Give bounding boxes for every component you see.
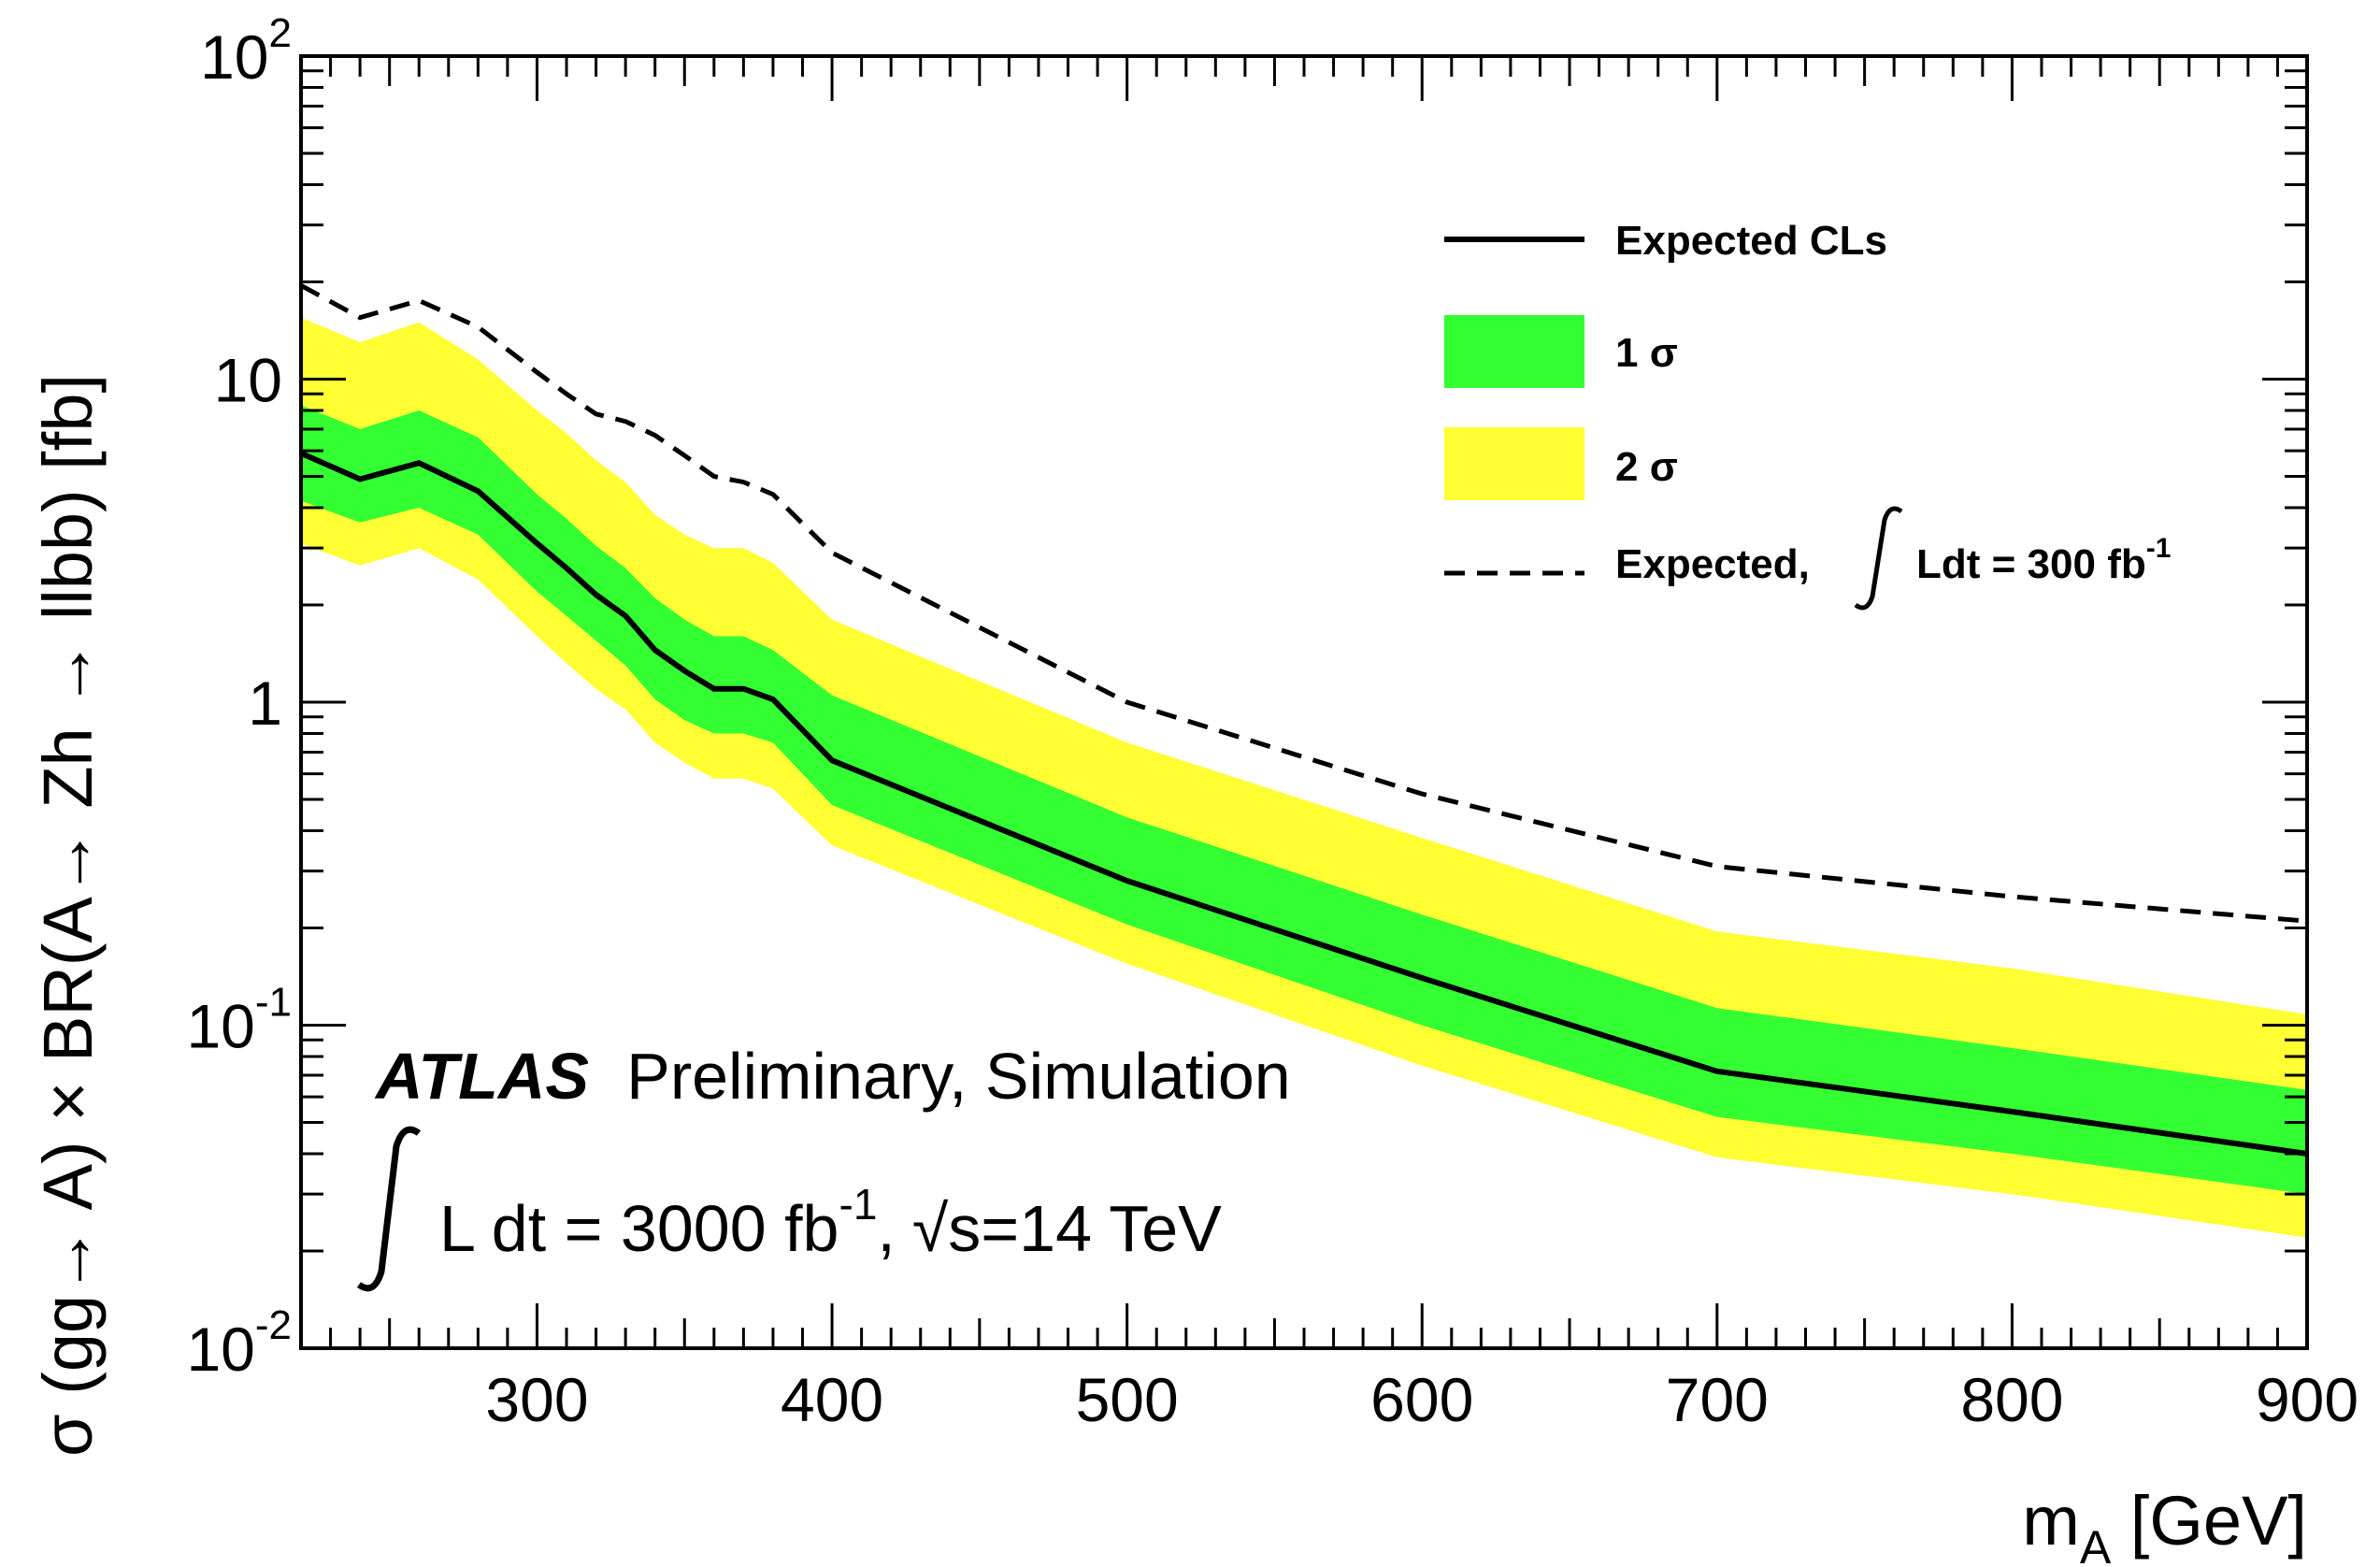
x-tick-label: 400	[781, 1365, 883, 1434]
x-axis-title: mA [GeV]	[2022, 1482, 2307, 1567]
x-axis-title-sub: A	[2080, 1521, 2112, 1567]
y-tick-label: 1	[248, 668, 282, 738]
expected-cls-line	[299, 450, 2308, 1157]
expected-300-line	[299, 283, 2308, 924]
x-tick-label: 700	[1666, 1365, 1769, 1434]
sqrt-icon: √	[912, 1192, 949, 1265]
x-axis-title-unit: [GeV]	[2111, 1482, 2307, 1560]
band-1-sigma	[301, 405, 2307, 1195]
luminosity-sup: -1	[839, 1180, 878, 1229]
x-tick-label: 800	[1960, 1365, 2063, 1434]
x-axis-title-main: m	[2022, 1482, 2080, 1560]
y-tick-label: 10	[214, 346, 282, 415]
legend-expected-label: Expected CLs	[1615, 218, 1887, 264]
y-tick-label-base: 1	[248, 668, 282, 738]
y-tick-label-exp: 2	[269, 10, 292, 56]
legend-2sigma-swatch	[1444, 427, 1584, 500]
band-2-sigma	[301, 317, 2307, 1238]
legend: Expected CLs 1 σ 2 σ Expected, Ldt = 300…	[1444, 218, 2171, 611]
luminosity-main: L dt = 3000 fb	[439, 1192, 839, 1265]
y-axis-title: σ (gg→ A) × BR(A→ Zh → llbb) [fb]	[29, 374, 107, 1457]
x-tick-label: 900	[2256, 1365, 2358, 1434]
x-tick-label: 600	[1370, 1365, 1473, 1434]
bands-group	[301, 317, 2307, 1238]
y-tick-label-exp: -1	[255, 980, 292, 1026]
integral-icon	[356, 1126, 422, 1292]
legend-2sigma-label: 2 σ	[1615, 444, 1678, 490]
y-tick-label: 10-1	[186, 980, 292, 1061]
legend-1sigma-swatch	[1444, 315, 1584, 388]
atlas-status: Preliminary, Simulation	[626, 1040, 1291, 1113]
legend-expected300-lumi: Ldt = 300 fb-1	[1916, 533, 2171, 587]
y-tick-label-base: 10	[214, 346, 282, 415]
luminosity-sep: ,	[877, 1192, 895, 1265]
atlas-label: ATLAS Preliminary, Simulation	[374, 1040, 1291, 1113]
plot-frame	[299, 54, 2309, 1350]
ticks-group	[301, 56, 2307, 1348]
y-tick-label-base: 10	[186, 992, 254, 1061]
legend-expected300-label: Expected,	[1615, 541, 1810, 587]
energy-label: s=14 TeV	[948, 1192, 1222, 1265]
y-tick-label: 102	[200, 10, 292, 92]
legend-expected300-lumi-sup: -1	[2146, 533, 2172, 564]
legend-expected300-lumi-main: Ldt = 300 fb	[1916, 541, 2146, 587]
legend-1sigma-label: 1 σ	[1615, 330, 1678, 376]
y-tick-label-base: 10	[186, 1315, 254, 1384]
y-tick-label: 10-2	[186, 1302, 292, 1384]
x-tick-label: 500	[1076, 1365, 1179, 1434]
luminosity-label: L dt = 3000 fb-1, √s=14 TeV	[439, 1180, 1222, 1265]
y-tick-label-base: 10	[200, 22, 268, 92]
x-tick-label: 300	[485, 1365, 588, 1434]
atlas-brand: ATLAS	[374, 1040, 589, 1113]
integral-icon	[1854, 506, 1903, 611]
atlas-annotation: ATLAS Preliminary, Simulation L dt = 3000…	[356, 1040, 1291, 1292]
y-tick-label-exp: -2	[255, 1302, 292, 1348]
